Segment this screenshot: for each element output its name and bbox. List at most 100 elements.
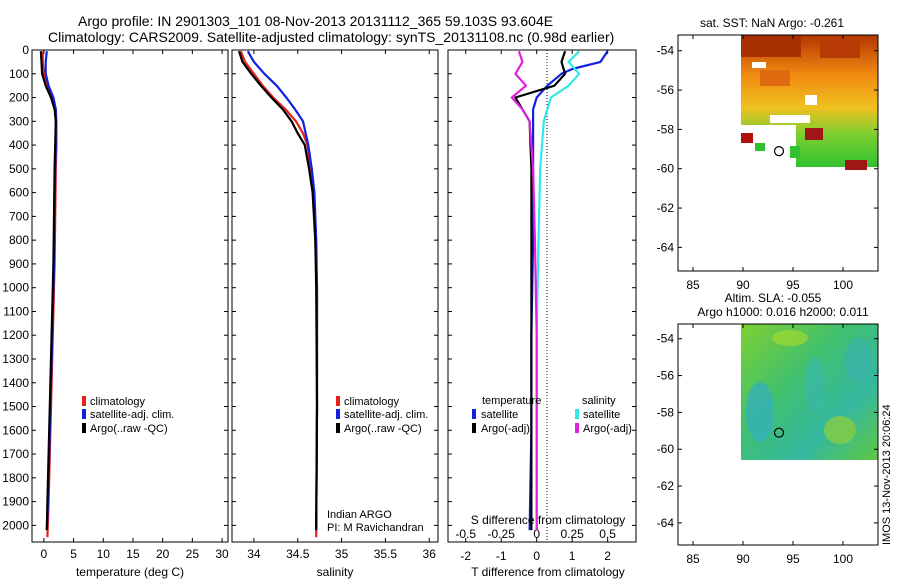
- sst-missing-3: [805, 95, 817, 105]
- x-tick-label: 30: [215, 547, 229, 561]
- sst-map-title: sat. SST: NaN Argo: -0.261: [700, 16, 844, 30]
- legend-swatch-climatology: [336, 396, 340, 406]
- x-tick-label: 0: [533, 549, 540, 563]
- series-line-s-satellite: [535, 50, 581, 531]
- legend-label-satellite-adj: satellite-adj. clim.: [90, 409, 174, 421]
- depth-tick-label: 1900: [2, 495, 29, 509]
- lat-tick-label: -56: [657, 83, 675, 97]
- x-tick-label: 0: [41, 547, 48, 561]
- x-tick-label: 35: [335, 547, 349, 561]
- lat-tick-label: -60: [657, 442, 675, 456]
- lat-tick-label: -64: [657, 240, 675, 254]
- x-tick-label: 5: [70, 547, 77, 561]
- depth-tick-label: 1800: [2, 471, 29, 485]
- salinity-axes-box: [231, 49, 439, 543]
- sst-ice-edge-2: [805, 128, 823, 140]
- legend-label-t-argo: Argo(-adj): [481, 423, 530, 435]
- depth-tick-label: 800: [9, 233, 29, 247]
- lat-tick-label: -54: [657, 44, 675, 58]
- lat-tick-label: -58: [657, 122, 675, 136]
- sla-low-3: [844, 338, 872, 382]
- x-tick-label: 15: [126, 547, 140, 561]
- depth-tick-label: 1600: [2, 423, 29, 437]
- series-line-t-satellite: [528, 50, 609, 531]
- title-line-2: Climatology: CARS2009. Satellite-adjuste…: [48, 29, 614, 45]
- lat-tick-label: -58: [657, 405, 675, 419]
- series-line-argo-raw-qc-: [237, 50, 319, 531]
- sst-missing-1: [752, 62, 766, 68]
- annotation-pi: PI: M Ravichandran: [327, 522, 424, 534]
- lon-tick-label: 85: [686, 278, 700, 292]
- legend-swatch-argo: [336, 423, 340, 433]
- sst-green-speck-1: [755, 143, 765, 151]
- x-tick-label: 36: [423, 547, 437, 561]
- depth-tick-label: 1300: [2, 352, 29, 366]
- sst-warm-patch-1: [741, 35, 801, 57]
- lat-tick-label: -62: [657, 201, 675, 215]
- depth-tick-label: 500: [9, 162, 29, 176]
- t-difference-label: T difference from climatology: [471, 565, 625, 579]
- sla-map-title: Altim. SLA: -0.055: [725, 291, 822, 305]
- x-tick-label: 34.5: [286, 547, 310, 561]
- depth-tick-label: 400: [9, 138, 29, 152]
- imos-credit: IMOS 13-Nov-2013 20:06:24: [881, 404, 893, 545]
- sla-low-2: [805, 357, 825, 413]
- sla-map: Altim. SLA: -0.055 Argo h1000: 0.016 h20…: [657, 291, 879, 566]
- temperature-lines: [39, 51, 58, 538]
- salinity-panel: 34 34.5 35 35.5 36 salinity climatology sate…: [231, 49, 439, 579]
- salinity-lines: [237, 50, 319, 538]
- difference-axes-box: [447, 49, 637, 543]
- x-tick-label: 1: [569, 549, 576, 563]
- series-line-argo-raw-qc-: [39, 51, 57, 531]
- sst-map: sat. SST: NaN Argo: -0.261 -54 -56 -58 -60 -…: [657, 16, 879, 292]
- depth-tick-label: 700: [9, 209, 29, 223]
- x-tick-label: 34: [247, 547, 261, 561]
- temperature-x-axis: 0 5 10 15 20 25 30: [41, 50, 229, 561]
- difference-depth-ticks: [448, 49, 636, 526]
- lon-tick-label: 95: [786, 552, 800, 566]
- sst-map-ticks: -54 -56 -58 -60 -62 -64 85 90 95 100: [657, 35, 878, 292]
- sst-missing-4: [741, 125, 796, 167]
- difference-legend: temperature salinity satellite Argo(-adj…: [472, 395, 632, 435]
- sla-map-axes-box: [677, 323, 879, 546]
- lat-tick-label: -64: [657, 516, 675, 530]
- salinity-depth-ticks: [232, 49, 438, 526]
- legend-swatch-s-argo: [575, 423, 579, 433]
- lat-tick-label: -62: [657, 479, 675, 493]
- sla-map-ticks: -54 -56 -58 -60 -62 -64 85 90 95 100: [657, 324, 878, 566]
- series-line-satellite-adj-clim-: [246, 50, 319, 531]
- legend-label-argo: Argo(..raw -QC): [90, 423, 168, 435]
- x-tick-label: -2: [460, 549, 471, 563]
- legend-label-s-argo: Argo(-adj): [583, 423, 632, 435]
- legend-header-temperature: temperature: [482, 395, 541, 407]
- legend-label-satellite-adj: satellite-adj. clim.: [344, 409, 428, 421]
- lat-tick-label: -56: [657, 369, 675, 383]
- depth-tick-label: 100: [9, 67, 29, 81]
- lat-tick-label: -60: [657, 162, 675, 176]
- sst-map-axes-box: [677, 34, 879, 272]
- legend-swatch-argo: [82, 423, 86, 433]
- difference-lines: [510, 50, 609, 531]
- x-tick-label: 20: [156, 547, 170, 561]
- depth-tick-label: 300: [9, 114, 29, 128]
- x-tick-label: 2: [604, 549, 611, 563]
- depth-tick-label: 1500: [2, 400, 29, 414]
- sst-warm-patch-2: [820, 38, 860, 58]
- depth-tick-label: 900: [9, 257, 29, 271]
- sst-ice-edge-1: [741, 133, 753, 143]
- legend-label-s-satellite: satellite: [583, 409, 620, 421]
- sst-ice-edge-3: [845, 160, 867, 170]
- sla-map-subtitle: Argo h1000: 0.016 h2000: 0.011: [697, 305, 869, 319]
- lon-tick-label: 85: [686, 552, 700, 566]
- s-diff-tick-label: 0.5: [599, 527, 616, 541]
- legend-label-argo: Argo(..raw -QC): [344, 423, 422, 435]
- sst-warm-patch-3: [760, 70, 790, 86]
- lon-tick-label: 95: [786, 278, 800, 292]
- lat-tick-label: -54: [657, 332, 675, 346]
- sst-field: [741, 35, 878, 170]
- annotation-indian-argo: Indian ARGO: [327, 509, 392, 521]
- difference-panel: -2 -1 0 1 2 -0.5 -0.25 0 0.25 0.5 S difference fr…: [447, 49, 637, 579]
- salinity-x-label: salinity: [317, 565, 354, 579]
- sla-high-2: [824, 416, 856, 444]
- lon-tick-label: 100: [833, 278, 853, 292]
